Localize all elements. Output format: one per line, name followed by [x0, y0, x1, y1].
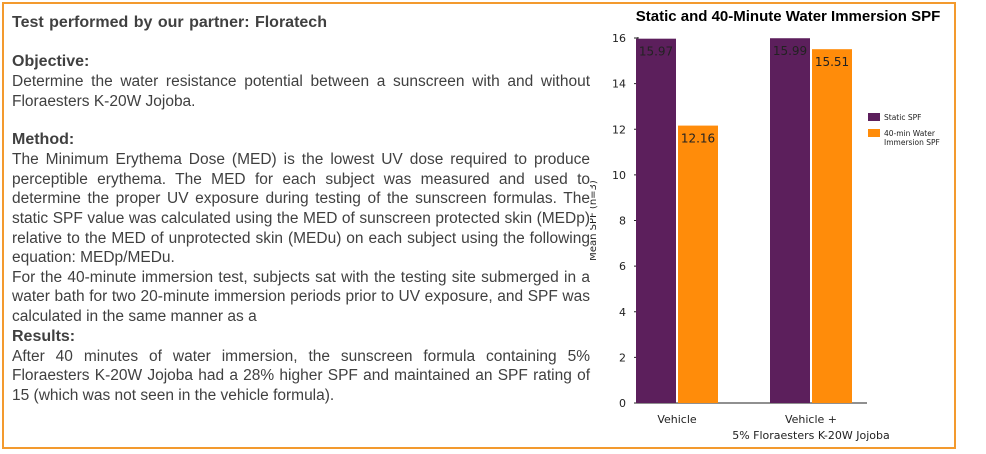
legend-label: Immersion SPF — [884, 138, 940, 147]
y-axis-label: Mean SPF (n=3) — [590, 180, 599, 261]
y-tick-label: 16 — [612, 32, 626, 45]
y-tick-label: 0 — [619, 397, 626, 410]
x-category-label: Vehicle — [657, 413, 697, 426]
method-body-2: For the 40-minute immersion test, subjec… — [12, 268, 590, 325]
legend-swatch — [868, 129, 880, 137]
bar — [770, 38, 810, 404]
method-body-1: The Minimum Erythema Dose (MED) is the l… — [12, 151, 590, 267]
page-heading: Test performed by our partner: Floratech — [12, 14, 327, 31]
bar — [678, 125, 718, 403]
text-panel: Test performed by our partner: Floratech… — [12, 14, 590, 405]
legend-swatch — [868, 113, 880, 121]
y-tick-label: 12 — [612, 123, 626, 136]
legend-label: Static SPF — [884, 113, 921, 122]
y-tick-label: 2 — [619, 351, 626, 364]
y-tick-label: 8 — [619, 215, 626, 228]
x-category-label: 5% Floraesters K-20W Jojoba — [732, 429, 890, 442]
y-tick-label: 10 — [612, 169, 626, 182]
results-title: Results: — [12, 327, 76, 345]
results-body: After 40 minutes of water immersion, the… — [12, 347, 590, 404]
bar-value-label: 12.16 — [681, 132, 715, 146]
chart-title: Static and 40-Minute Water Immersion SPF — [636, 8, 941, 25]
spf-chart-svg: Static and 40-Minute Water Immersion SPF… — [590, 8, 941, 442]
objective-body: Determine the water resistance potential… — [12, 73, 590, 110]
objective-title: Objective: — [12, 53, 90, 70]
y-tick-label: 14 — [612, 78, 626, 91]
bar-value-label: 15.99 — [773, 44, 807, 58]
spf-chart: Static and 40-Minute Water Immersion SPF… — [590, 0, 986, 454]
bar-value-label: 15.51 — [815, 55, 849, 69]
method-title: Method: — [12, 131, 75, 149]
x-category-label: Vehicle + — [785, 413, 837, 426]
bar — [636, 38, 676, 403]
legend-label: 40-min Water — [884, 129, 936, 138]
y-tick-label: 4 — [619, 306, 626, 319]
bar-value-label: 15.97 — [639, 45, 673, 59]
bar — [812, 49, 852, 403]
y-tick-label: 6 — [619, 260, 626, 273]
